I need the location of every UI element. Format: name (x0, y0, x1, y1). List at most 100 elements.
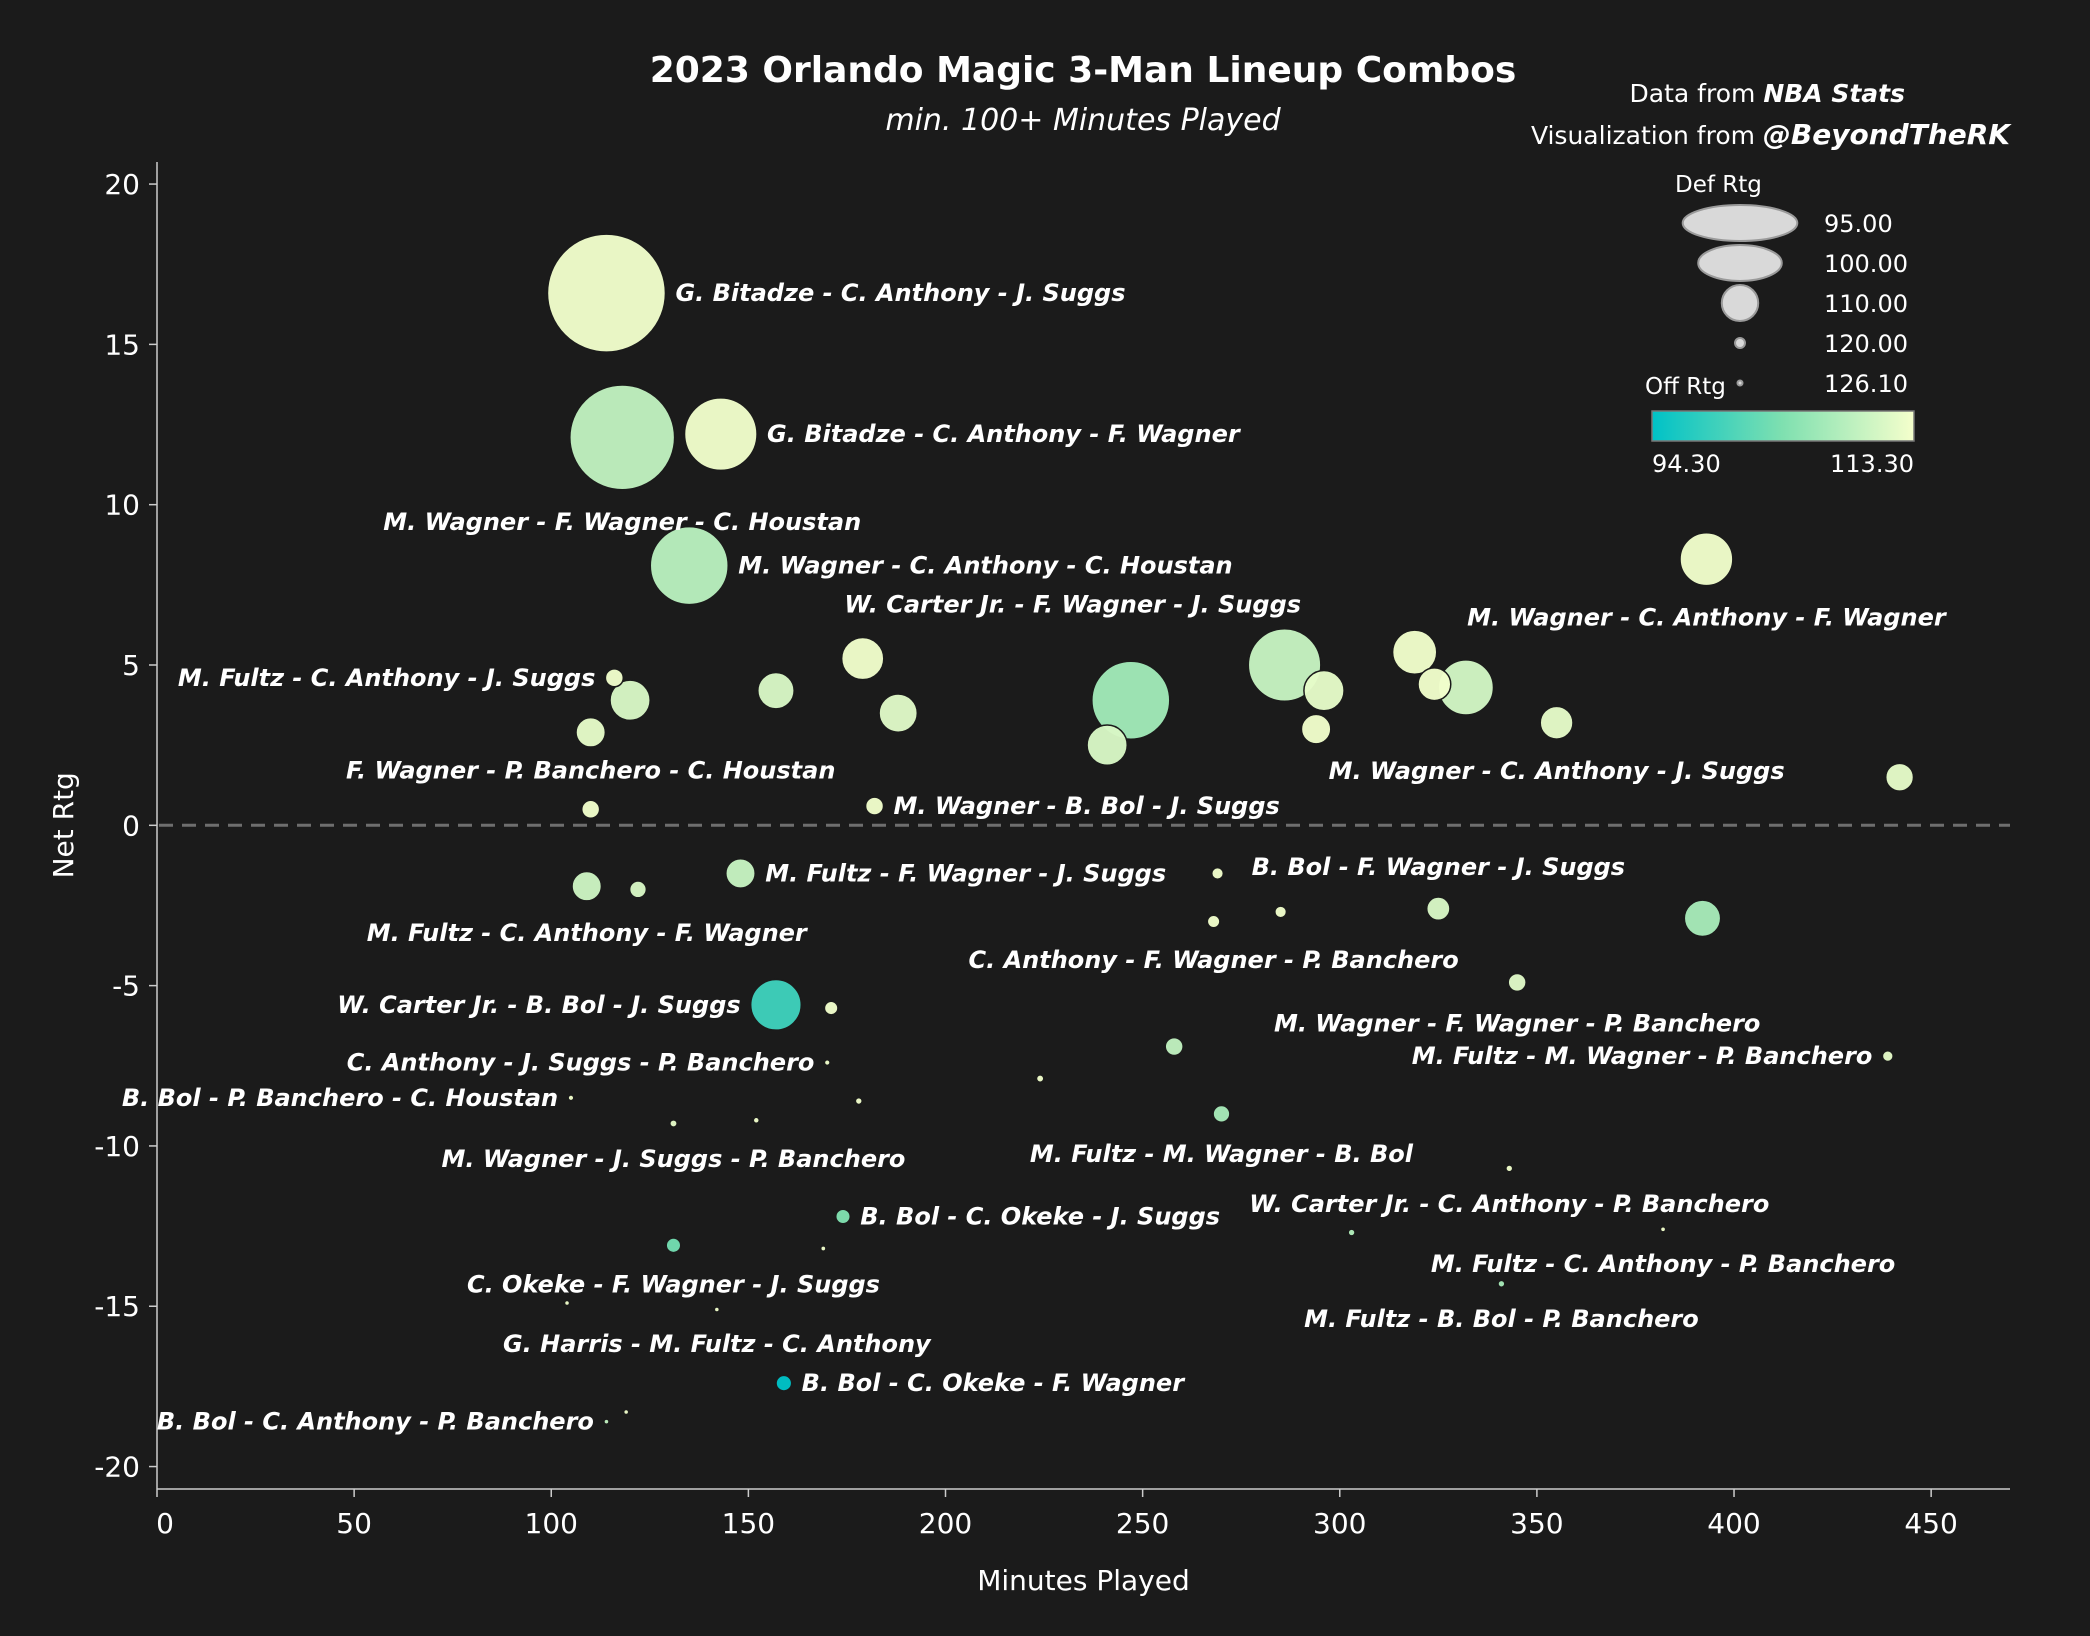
data-source-prefix: Data from (1630, 79, 1764, 108)
lineup-point (1164, 1036, 1184, 1057)
point-label: W. Carter Jr. - C. Anthony - P. Banchero (1249, 1190, 1769, 1218)
lineup-point (1391, 629, 1438, 676)
data-source-name: NBA Stats (1763, 79, 1905, 108)
lineup-point (1086, 724, 1128, 766)
lineup-point (819, 1245, 827, 1252)
size-legend-swatch (1681, 204, 1799, 242)
color-legend-title: Off Rtg (1645, 374, 1726, 400)
lineup-point (604, 668, 625, 688)
point-label: B. Bol - F. Wagner - J. Suggs (1252, 853, 1626, 881)
lineup-point (1347, 1228, 1356, 1237)
size-legend-label: 126.10 (1824, 370, 1908, 398)
lineup-point (575, 716, 607, 748)
point-label: M. Wagner - C. Anthony - J. Suggs (1329, 757, 1785, 785)
size-legend-label: 110.00 (1824, 290, 1908, 318)
x-axis-title: Minutes Played (977, 1564, 1190, 1597)
lineup-point (628, 880, 648, 899)
point-label: C. Anthony - J. Suggs - P. Banchero (347, 1049, 815, 1077)
x-tick-label: 0 (156, 1507, 174, 1540)
size-legend-swatch (1734, 337, 1746, 349)
point-label: B. Bol - P. Banchero - C. Houstan (122, 1084, 558, 1112)
visualization-credit: Visualization from @BeyondTheRK (1531, 118, 2012, 151)
lineup-point (854, 1096, 863, 1106)
lineup-point (752, 1116, 761, 1125)
lineup-point (1539, 705, 1574, 740)
point-label: B. Bol - C. Okeke - F. Wagner (802, 1369, 1187, 1397)
y-tick-label: 5 (122, 649, 140, 682)
x-tick-label: 250 (1116, 1507, 1169, 1540)
lineup-point (713, 1306, 721, 1313)
y-tick-label: -15 (94, 1290, 140, 1323)
lineup-point (757, 671, 795, 710)
legend: Def Rtg 95.00 100.00 110.00 120.00 126.10 Of… (1645, 172, 1915, 478)
lineup-point (603, 1418, 610, 1425)
y-tick-label: -5 (112, 970, 140, 1003)
y-tick-label: 20 (104, 168, 140, 201)
x-tick-label: 350 (1510, 1507, 1563, 1540)
lineup-point (878, 693, 919, 733)
y-tick-label: -20 (94, 1451, 140, 1484)
x-tick-label: 50 (336, 1507, 372, 1540)
lineup-point (823, 1000, 839, 1016)
point-label: M. Fultz - C. Anthony - F. Wagner (367, 919, 809, 947)
size-legend-label: 95.00 (1824, 210, 1893, 238)
lineup-point (1881, 1050, 1894, 1063)
point-label: M. Fultz - M. Wagner - B. Bol (1030, 1140, 1414, 1168)
lineup-point (546, 233, 667, 353)
lineup-point (1300, 713, 1332, 745)
lineup-point (1683, 899, 1722, 938)
y-axis-title: Net Rtg (47, 772, 80, 878)
x-tick-label: 100 (525, 1507, 578, 1540)
data-source-credit: Data from NBA Stats (1630, 79, 1905, 108)
point-label: M. Fultz - M. Wagner - P. Banchero (1412, 1042, 1873, 1070)
point-label: M. Wagner - F. Wagner - C. Houstan (383, 508, 861, 536)
size-legend-title: Def Rtg (1675, 172, 1762, 198)
size-legend-label: 100.00 (1824, 250, 1908, 278)
point-label: B. Bol - C. Okeke - J. Suggs (860, 1202, 1220, 1230)
point-label: G. Bitadze - C. Anthony - F. Wagner (767, 420, 1242, 448)
point-label: M. Fultz - C. Anthony - J. Suggs (178, 664, 596, 692)
lineup-point (1507, 972, 1527, 993)
lineup-point (775, 1374, 793, 1392)
point-label: B. Bol - C. Anthony - P. Banchero (157, 1408, 594, 1436)
lineup-point (622, 1408, 630, 1416)
lineup-point (1679, 532, 1734, 587)
x-tick-label: 300 (1313, 1507, 1366, 1540)
size-legend-swatch (1697, 244, 1783, 282)
size-legend-swatch (1720, 284, 1760, 322)
lineup-point (569, 384, 676, 491)
y-tick-label: 10 (104, 489, 140, 522)
lineup-point (1659, 1225, 1667, 1233)
lineup-point (1206, 914, 1221, 929)
point-label: M. Fultz - F. Wagner - J. Suggs (765, 859, 1166, 887)
lineup-point (567, 1094, 575, 1102)
lineup-point (1505, 1164, 1514, 1173)
point-label: M. Wagner - C. Anthony - C. Houstan (738, 552, 1232, 580)
point-label: W. Carter Jr. - F. Wagner - J. Suggs (844, 591, 1301, 619)
lineup-point (1425, 896, 1451, 922)
lineup-point (571, 870, 603, 902)
point-label: M. Fultz - C. Anthony - P. Banchero (1431, 1250, 1895, 1278)
lineup-point (1210, 866, 1225, 880)
lineup-point (864, 796, 885, 816)
size-legend-swatch (1736, 379, 1744, 387)
point-label: G. Bitadze - C. Anthony - J. Suggs (675, 279, 1125, 307)
size-legend-label: 120.00 (1824, 330, 1908, 358)
chart-subtitle: min. 100+ Minutes Played (885, 103, 1281, 138)
lineup-point (834, 1208, 852, 1225)
point-label: C. Okeke - F. Wagner - J. Suggs (467, 1271, 880, 1299)
chart-title: 2023 Orlando Magic 3-Man Lineup Combos (650, 50, 1517, 91)
color-legend-min-label: 94.30 (1652, 450, 1721, 478)
x-tick-label: 400 (1707, 1507, 1760, 1540)
lineup-point (665, 1237, 682, 1254)
lineup-point (669, 1119, 678, 1128)
size-legend-items: 95.00 100.00 110.00 120.00 126.10 (1681, 204, 1908, 398)
lineup-point (683, 397, 758, 472)
x-tick-label: 150 (722, 1507, 775, 1540)
lineup-point (749, 978, 803, 1031)
point-label: M. Wagner - B. Bol - J. Suggs (894, 792, 1280, 820)
point-label: M. Wagner - F. Wagner - P. Banchero (1274, 1009, 1760, 1037)
x-tick-label: 200 (919, 1507, 972, 1540)
point-label: C. Anthony - F. Wagner - P. Banchero (968, 946, 1458, 974)
y-tick-label: 0 (122, 809, 140, 842)
